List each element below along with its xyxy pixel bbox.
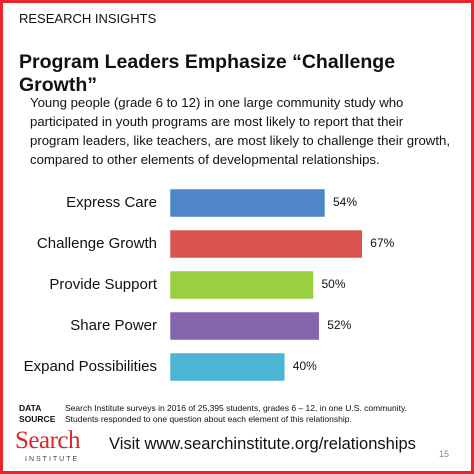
source-label-1: DATA (19, 403, 42, 413)
source-label-2: SOURCE (19, 414, 56, 424)
source-label: DATA SOURCE (19, 403, 55, 425)
source-line: Search Institute surveys in 2016 of 25,3… (65, 403, 407, 413)
description: Young people (grade 6 to 12) in one larg… (30, 95, 450, 167)
logo: Search (15, 427, 81, 454)
bar (169, 311, 320, 341)
category-label: Express Care (66, 194, 157, 211)
value-label: 67% (370, 236, 394, 250)
category-label: Provide Support (49, 276, 157, 293)
category-label: Challenge Growth (37, 235, 157, 252)
logo-sub: INSTITUTE (25, 456, 80, 463)
title: Program Leaders Emphasize “Challenge Gro… (19, 51, 396, 96)
bar (169, 270, 314, 300)
bar (169, 188, 326, 218)
value-label: 52% (327, 318, 351, 332)
page-number: 15 (439, 449, 450, 459)
link[interactable]: Visit www.searchinstitute.org/relationsh… (109, 435, 416, 453)
category-label: Share Power (70, 317, 157, 334)
value-label: 40% (293, 359, 317, 373)
bar (169, 352, 286, 382)
source-line: Students responded to one question about… (65, 414, 352, 424)
value-label: 50% (322, 277, 346, 291)
chart: Express Care 54% Challenge Growth 67% Provid… (24, 188, 395, 382)
category-label: Expand Possibilities (24, 358, 157, 375)
value-label: 54% (333, 195, 357, 209)
bar (169, 229, 363, 259)
source-text: Search Institute surveys in 2016 of 25,3… (65, 403, 407, 425)
kicker: RESEARCH INSIGHTS (19, 11, 157, 26)
